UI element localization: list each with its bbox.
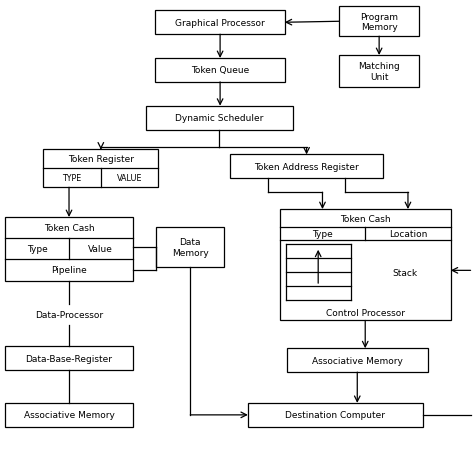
Text: Token Queue: Token Queue <box>191 66 249 75</box>
Text: Token Address Register: Token Address Register <box>254 162 359 172</box>
Text: Token Cash: Token Cash <box>44 224 94 233</box>
Text: VALUE: VALUE <box>117 174 142 183</box>
Text: Type: Type <box>27 245 47 253</box>
Text: Matching
Unit: Matching Unit <box>358 62 400 82</box>
Bar <box>339 56 419 88</box>
Bar <box>155 59 285 83</box>
Text: Type: Type <box>312 230 333 239</box>
Bar <box>5 218 133 281</box>
Bar <box>5 403 133 427</box>
Text: Control Processor: Control Processor <box>326 308 405 317</box>
Text: Stack: Stack <box>392 268 417 277</box>
Text: Program
Memory: Program Memory <box>360 12 398 32</box>
Text: Data-Base-Register: Data-Base-Register <box>26 354 112 363</box>
Text: Token Cash: Token Cash <box>340 214 391 223</box>
Bar <box>155 11 285 35</box>
Text: Associative Memory: Associative Memory <box>312 356 403 365</box>
Text: Graphical Processor: Graphical Processor <box>175 19 265 28</box>
Text: Dynamic Scheduler: Dynamic Scheduler <box>175 114 263 123</box>
Bar <box>156 228 224 267</box>
Text: Associative Memory: Associative Memory <box>24 410 114 420</box>
Text: Data-Processor: Data-Processor <box>35 310 103 319</box>
Text: TYPE: TYPE <box>63 174 82 183</box>
Bar <box>5 347 133 370</box>
Text: Location: Location <box>389 230 427 239</box>
Bar <box>146 106 292 130</box>
Text: Token Register: Token Register <box>68 155 134 164</box>
Bar <box>287 348 428 372</box>
Text: Value: Value <box>88 245 113 253</box>
Text: Data
Memory: Data Memory <box>172 238 209 257</box>
Bar <box>43 150 158 188</box>
Bar <box>280 210 451 321</box>
Bar <box>248 403 423 427</box>
Text: Pipeline: Pipeline <box>51 266 87 275</box>
Text: Destination Computer: Destination Computer <box>285 410 385 420</box>
Bar <box>339 7 419 37</box>
Bar <box>230 155 383 179</box>
